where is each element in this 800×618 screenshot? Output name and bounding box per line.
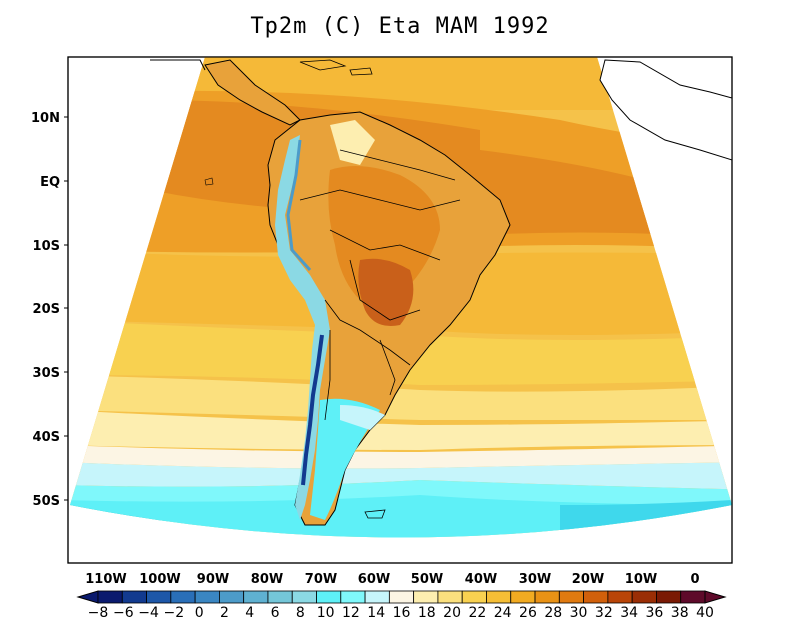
lon-label-100w: 100W [139,572,180,587]
colorbar-swatch [437,590,463,604]
galapagos-islands [204,177,214,186]
colorbar-swatch [316,590,342,604]
colorbar-swatch [218,590,245,604]
colorbar-min-arrow [76,590,99,604]
lon-label-80w: 80W [251,572,283,587]
lon-label-50w: 50W [411,572,443,587]
south-america-landmass [267,111,511,526]
colorbar-label: 0 [195,605,204,618]
colorbar-swatch [680,590,706,604]
colorbar-label: 4 [245,605,254,618]
colorbar-label: 38 [671,605,689,618]
lat-label-40s: 40S [33,430,60,445]
colorbar-label: −4 [138,605,159,618]
colorbar-label: 26 [519,605,537,618]
colorbar-label: 40 [696,605,714,618]
lat-label-30s: 30S [33,366,60,381]
colorbar-max-arrow [704,590,727,604]
colorbar-label: 36 [646,605,664,618]
lon-label-90w: 90W [197,572,229,587]
colorbar-label: −8 [88,605,109,618]
colorbar-label: 22 [468,605,486,618]
colorbar-swatch [364,590,390,604]
colorbar-swatch [558,590,585,604]
colorbar-swatch [607,590,633,604]
colorbar-swatch [510,590,536,604]
lon-label-10w: 10W [625,572,657,587]
colorbar-label: 2 [220,605,229,618]
lat-label-10n: 10N [31,111,60,126]
lon-label-0: 0 [690,572,699,587]
lon-label-70w: 70W [305,572,337,587]
colorbar-swatch [243,590,269,604]
latitude-axis: 10N EQ 10S 20S 30S 40S 50S [31,111,68,509]
colorbar-swatch [170,590,196,604]
central-america-landmass [204,59,301,126]
colorbar: −8 −6 −4 −2 0 2 4 6 8 10 12 14 16 18 20 22 24 26 28 30 32 34 3… [76,590,727,618]
colorbar-swatch [146,590,172,604]
colorbar-swatch [461,590,487,604]
colorbar-label: 20 [443,605,461,618]
lat-label-eq: EQ [40,175,60,190]
colorbar-label: 8 [296,605,305,618]
colorbar-swatch [194,590,220,604]
colorbar-label: 10 [317,605,335,618]
colorbar-label: −6 [113,605,134,618]
colorbar-swatch [534,590,560,604]
caribbean-islands [299,59,373,76]
lat-label-10s: 10S [33,239,60,254]
lon-label-30w: 30W [519,572,551,587]
colorbar-label: 24 [494,605,512,618]
lon-label-60w: 60W [358,572,390,587]
lon-label-110w: 110W [85,572,126,587]
colorbar-swatch [413,590,439,604]
colorbar-swatch [583,590,609,604]
colorbar-label: 28 [544,605,562,618]
colorbar-label: 32 [595,605,613,618]
colorbar-label: 30 [570,605,588,618]
colorbar-label: 34 [620,605,638,618]
colorbar-swatch [656,590,682,604]
colorbar-label: 12 [342,605,360,618]
longitude-axis: 110W 100W 90W 80W 70W 60W 50W 40W 30W 20… [85,572,699,587]
lat-label-50s: 50S [33,494,60,509]
lon-label-40w: 40W [465,572,497,587]
lat-label-20s: 20S [33,302,60,317]
colorbar-label: 18 [418,605,436,618]
colorbar-swatch [340,590,366,604]
colorbar-swatch [97,590,123,604]
mexico-outline [150,59,206,71]
colorbar-label: 16 [393,605,411,618]
colorbar-swatch [631,590,657,604]
colorbar-swatch [121,590,147,604]
colorbar-label: 14 [367,605,385,618]
colorbar-swatch [486,590,512,604]
colorbar-label: 6 [271,605,280,618]
colorbar-swatch [267,590,293,604]
africa-outline [599,59,733,161]
lon-label-20w: 20W [572,572,604,587]
falkland-islands [364,509,386,519]
map-title: Tp2m (C) Eta MAM 1992 [250,14,550,39]
colorbar-swatch [388,590,415,604]
colorbar-swatch [291,590,317,604]
colorbar-label: −2 [164,605,185,618]
